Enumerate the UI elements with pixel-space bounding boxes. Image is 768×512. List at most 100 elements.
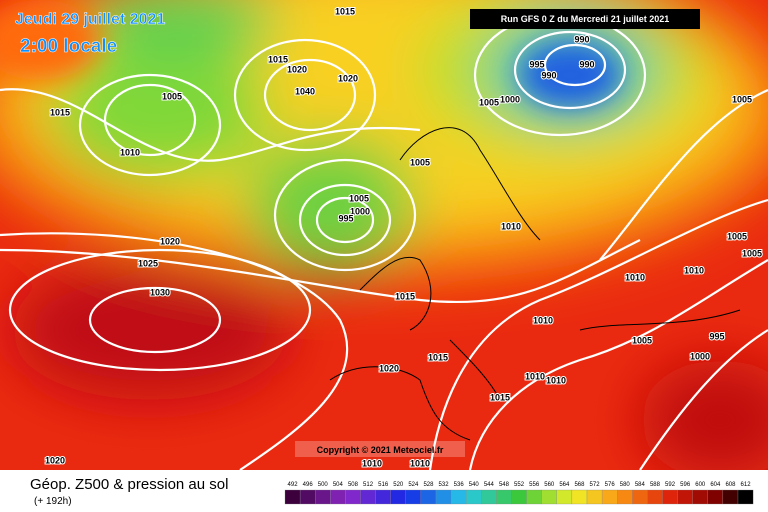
colorbar-label: 580 bbox=[620, 482, 631, 488]
colorbar-cell bbox=[722, 489, 739, 505]
isobar-label: 1040 bbox=[295, 86, 315, 96]
colorbar-cell bbox=[707, 489, 724, 505]
colorbar-cell bbox=[662, 489, 678, 505]
colorbar-cell bbox=[390, 489, 406, 505]
coastlines bbox=[329, 127, 741, 441]
colorbar-cell bbox=[481, 489, 497, 505]
isobar-label: 1020 bbox=[338, 73, 358, 83]
colorbar-label: 540 bbox=[469, 482, 480, 488]
colorbar-cell bbox=[617, 489, 633, 505]
colorbar-label: 576 bbox=[605, 482, 616, 488]
isobar-label: 1005 bbox=[349, 193, 369, 203]
isobar-label: 1020 bbox=[379, 363, 399, 373]
isobar-label: 1010 bbox=[410, 458, 430, 468]
isobar-label: 1000 bbox=[500, 94, 520, 104]
colorbar-label: 500 bbox=[318, 482, 329, 488]
isobar-label: 1005 bbox=[479, 97, 499, 107]
colorbar-label: 608 bbox=[725, 482, 736, 488]
colorbar-cell bbox=[677, 489, 693, 505]
isobar-label: 1010 bbox=[362, 458, 382, 468]
colorbar-label: 556 bbox=[529, 482, 540, 488]
colorbar-label: 544 bbox=[484, 482, 495, 488]
colorbar-label: 560 bbox=[544, 482, 555, 488]
copyright-box bbox=[295, 441, 465, 457]
colorbar-label: 588 bbox=[650, 482, 661, 488]
legend-title: Géop. Z500 & pression au sol bbox=[30, 476, 228, 493]
isobar-label: 1000 bbox=[690, 351, 710, 361]
colorbar-cell bbox=[737, 489, 754, 505]
run-box bbox=[470, 9, 700, 29]
isobar-label: 1010 bbox=[546, 375, 566, 385]
colorbar-label: 572 bbox=[590, 482, 601, 488]
isobar-label: 1005 bbox=[632, 335, 652, 345]
colorbar-cell bbox=[571, 489, 588, 505]
isobar-label: 1010 bbox=[625, 272, 645, 282]
colorbar-label: 528 bbox=[423, 482, 434, 488]
colorbar-cell bbox=[496, 489, 512, 505]
run-info: Run GFS 0 Z du Mercredi 21 juillet 2021 bbox=[501, 14, 670, 24]
colorbar-cell bbox=[511, 489, 527, 505]
isobar-label: 1030 bbox=[150, 287, 170, 297]
colorbar-label: 604 bbox=[710, 482, 721, 488]
isobar-label: 1005 bbox=[732, 94, 752, 104]
copyright: Copyright © 2021 Meteociel.fr bbox=[317, 445, 444, 455]
colorbar-cell bbox=[299, 489, 316, 505]
colorbar-cell bbox=[375, 489, 391, 505]
isobar-label: 995 bbox=[709, 331, 724, 341]
isobar-label: 1005 bbox=[727, 231, 747, 241]
colorbar-label: 524 bbox=[408, 482, 419, 488]
colorbar-label: 536 bbox=[454, 482, 465, 488]
colorbar-label: 552 bbox=[514, 482, 525, 488]
isobar-label: 990 bbox=[574, 34, 589, 44]
colorbar-cell bbox=[435, 489, 452, 505]
forecast-lead: (+ 192h) bbox=[34, 496, 72, 507]
colorbar-cell bbox=[360, 489, 376, 505]
colorbar: 492 496 500 504 508 512 516 520 524 528 532 536 540 5… bbox=[284, 482, 754, 505]
colorbar-label: 596 bbox=[680, 482, 691, 488]
isobar-label: 1020 bbox=[287, 64, 307, 74]
map-time: 2:00 locale bbox=[20, 36, 117, 57]
isobar-label: 1015 bbox=[335, 6, 355, 16]
isobar-label: 1010 bbox=[533, 315, 553, 325]
isobar-label: 1005 bbox=[742, 248, 762, 258]
colorbar-label: 508 bbox=[348, 482, 359, 488]
colorbar-cell bbox=[450, 489, 467, 505]
isobar-label: 990 bbox=[579, 59, 594, 69]
map-date: Jeudi 29 juillet 2021 bbox=[15, 11, 165, 28]
colorbar-label: 568 bbox=[574, 482, 585, 488]
isobar-label: 1015 bbox=[268, 54, 288, 64]
isobar-label: 1005 bbox=[410, 157, 430, 167]
colorbar-cell bbox=[556, 489, 573, 505]
colorbar-cell bbox=[601, 489, 618, 505]
colorbar-cell bbox=[586, 489, 603, 505]
colorbar-cell bbox=[315, 489, 331, 505]
isobar-label: 1015 bbox=[490, 392, 510, 402]
isobar-label: 1015 bbox=[395, 291, 415, 301]
isobar-label: 1015 bbox=[50, 107, 70, 117]
colorbar-label: 504 bbox=[333, 482, 344, 488]
isobar-label: 1020 bbox=[45, 455, 65, 465]
colorbar-label: 512 bbox=[363, 482, 374, 488]
colorbar-cell bbox=[284, 489, 301, 505]
colorbar-cell bbox=[420, 489, 437, 505]
colorbar-cell bbox=[526, 489, 542, 505]
isobar-label: 1015 bbox=[428, 352, 448, 362]
colorbar-label: 600 bbox=[695, 482, 706, 488]
colorbar-label: 516 bbox=[378, 482, 389, 488]
colorbar-cell bbox=[692, 489, 708, 505]
isobar-label: 1010 bbox=[501, 221, 521, 231]
colorbar-label: 592 bbox=[665, 482, 676, 488]
colorbar-cell bbox=[647, 489, 663, 505]
isobar-label: 995 bbox=[529, 59, 544, 69]
isobar-label: 1010 bbox=[684, 265, 704, 275]
colorbar-cell bbox=[345, 489, 361, 505]
colorbar-label: 584 bbox=[635, 482, 646, 488]
colorbar-label: 564 bbox=[559, 482, 570, 488]
colorbar-cell bbox=[541, 489, 557, 505]
isobar-label: 990 bbox=[541, 70, 556, 80]
isobar-label: 1010 bbox=[120, 147, 140, 157]
isobars bbox=[0, 13, 768, 470]
isobar-label: 995 bbox=[338, 213, 353, 223]
